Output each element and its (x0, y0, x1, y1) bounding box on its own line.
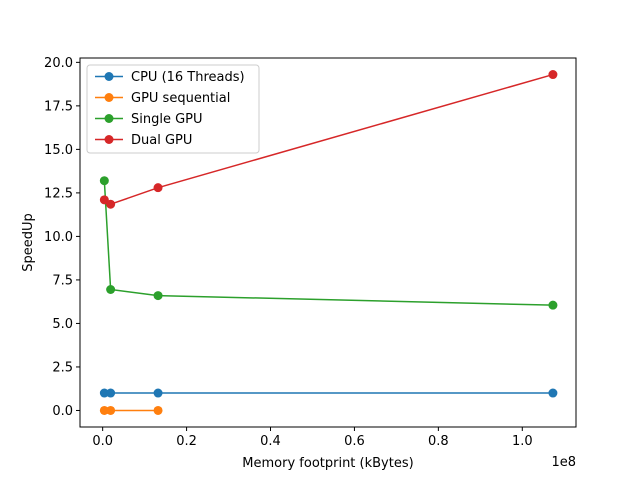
data-point-gpu-sequential (106, 405, 116, 415)
data-point-dual-gpu (106, 199, 116, 209)
legend-label: GPU sequential (131, 91, 230, 106)
x-tick-label: 0.2 (176, 434, 197, 449)
data-point-gpu-sequential (99, 405, 109, 415)
legend-label: CPU (16 Threads) (131, 70, 245, 85)
y-tick-label: 7.5 (52, 273, 73, 288)
data-point-gpu-sequential (153, 405, 163, 415)
y-axis-label: SpeedUp (21, 213, 36, 272)
data-point-single-gpu (153, 291, 163, 301)
legend-label: Single GPU (131, 112, 203, 127)
data-point-dual-gpu (548, 70, 558, 80)
x-tick-label: 0.4 (260, 434, 281, 449)
y-tick-label: 15.0 (44, 143, 73, 158)
y-tick-label: 0.0 (52, 404, 73, 419)
data-point-cpu-16-threads (548, 388, 558, 398)
y-tick-label: 17.5 (44, 99, 73, 114)
y-axis: 0.0 2.5 5.0 7.5 10.0 12.5 15.0 17.5 20.0 (44, 56, 80, 419)
legend: CPU (16 Threads) GPU sequential Single GPU… (86, 64, 260, 154)
data-point-dual-gpu (99, 195, 109, 205)
data-point-single-gpu (548, 300, 558, 310)
data-point-cpu-16-threads (99, 388, 109, 398)
series-line-single-gpu (103, 180, 553, 306)
x-tick-label: 0.6 (344, 434, 365, 449)
x-axis: 0.0 0.2 0.4 0.6 0.8 1.0 (92, 427, 533, 449)
x-axis-label: Memory footprint (kBytes) (242, 456, 413, 471)
data-point-cpu-16-threads (153, 388, 163, 398)
x-tick-label: 1.0 (512, 434, 533, 449)
plot-frame (79, 57, 577, 428)
x-tick-label: 0.0 (92, 434, 113, 449)
y-tick-label: 10.0 (44, 230, 73, 245)
legend-item: CPU (16 Threads) (95, 70, 245, 85)
y-tick-label: 5.0 (52, 317, 73, 332)
legend-box (86, 64, 260, 154)
y-tick-label: 12.5 (44, 186, 73, 201)
legend-swatch-marker (104, 135, 114, 144)
legend-swatch-marker (104, 93, 114, 102)
legend-item: Dual GPU (95, 133, 192, 148)
data-point-cpu-16-threads (106, 388, 116, 398)
x-axis-offset-label: 1e8 (551, 455, 576, 470)
legend-swatch-marker (104, 114, 114, 123)
legend-swatch-marker (104, 72, 114, 81)
x-tick-label: 0.8 (428, 434, 449, 449)
y-tick-label: 2.5 (52, 360, 73, 375)
legend-label: Dual GPU (131, 133, 192, 148)
data-point-single-gpu (99, 176, 109, 186)
plot-marks (99, 70, 558, 415)
data-point-single-gpu (106, 284, 116, 294)
y-tick-label: 20.0 (44, 56, 73, 71)
data-point-dual-gpu (153, 183, 163, 193)
legend-item: GPU sequential (95, 91, 230, 106)
legend-item: Single GPU (95, 112, 203, 127)
